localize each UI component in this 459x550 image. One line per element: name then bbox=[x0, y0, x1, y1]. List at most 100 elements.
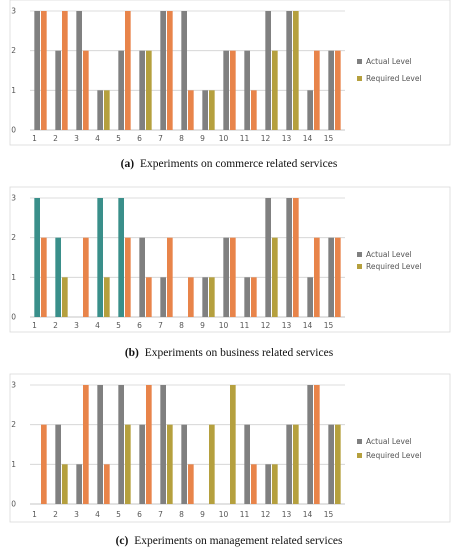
bar-required bbox=[146, 385, 152, 504]
grid-lines bbox=[30, 384, 345, 505]
bar-required bbox=[62, 11, 68, 130]
bar-required bbox=[125, 237, 131, 317]
x-tick-label: 14 bbox=[303, 134, 313, 143]
bar-required bbox=[62, 464, 68, 504]
legend-label-actual: Actual Level bbox=[366, 437, 412, 446]
x-axis-ticks: 1 2 3 4 5 6 7 8 9 10 11 12 13 14 15 bbox=[32, 321, 333, 330]
bar-actual bbox=[118, 50, 124, 130]
bar-required bbox=[293, 424, 299, 504]
legend: Actual Level Required Level bbox=[357, 437, 422, 460]
bar-required bbox=[146, 50, 152, 130]
bar-required bbox=[335, 237, 341, 317]
bar-actual bbox=[223, 50, 229, 130]
bar-actual bbox=[76, 11, 82, 130]
x-tick-label: 6 bbox=[137, 321, 142, 330]
x-tick-label: 15 bbox=[324, 321, 334, 330]
bar-required bbox=[230, 50, 236, 130]
bar-required bbox=[335, 50, 341, 130]
bar-required bbox=[41, 11, 47, 130]
x-tick-label: 15 bbox=[324, 134, 334, 143]
y-axis-ticks: 0 1 2 3 bbox=[11, 381, 16, 509]
bar-actual bbox=[139, 237, 145, 317]
caption: (a) Experiments on commerce related serv… bbox=[121, 158, 338, 170]
x-tick-label: 13 bbox=[282, 510, 292, 519]
x-tick-label: 8 bbox=[179, 134, 184, 143]
bar-required bbox=[251, 277, 257, 317]
bar-actual bbox=[307, 385, 313, 504]
bar-actual bbox=[286, 424, 292, 504]
y-tick-label: 0 bbox=[11, 126, 16, 135]
caption-label: (c) bbox=[116, 535, 129, 547]
bar-required bbox=[83, 50, 89, 130]
caption-text: Experiments on business related services bbox=[145, 347, 334, 359]
bar-required bbox=[335, 424, 341, 504]
y-tick-label: 2 bbox=[11, 46, 16, 55]
bar-required bbox=[83, 237, 89, 317]
bar-required bbox=[62, 277, 68, 317]
bar-actual bbox=[328, 237, 334, 317]
y-tick-label: 1 bbox=[11, 86, 16, 95]
bar-required bbox=[209, 90, 215, 130]
bar-actual bbox=[160, 385, 166, 504]
x-tick-label: 7 bbox=[158, 510, 163, 519]
legend: Actual Level Required Level bbox=[357, 57, 422, 83]
x-tick-label: 1 bbox=[32, 510, 37, 519]
legend-swatch-required bbox=[357, 453, 362, 458]
x-tick-label: 12 bbox=[261, 321, 271, 330]
legend-swatch-actual bbox=[357, 439, 362, 444]
bar-actual bbox=[97, 198, 103, 317]
x-tick-label: 9 bbox=[200, 321, 205, 330]
bar-actual bbox=[328, 424, 334, 504]
bar-actual bbox=[181, 11, 187, 130]
bar-actual bbox=[97, 90, 103, 130]
y-tick-label: 2 bbox=[11, 420, 16, 429]
y-tick-label: 1 bbox=[11, 460, 16, 469]
bar-required bbox=[41, 424, 47, 504]
bar-actual bbox=[307, 277, 313, 317]
bar-actual bbox=[286, 198, 292, 317]
bar-required bbox=[188, 464, 194, 504]
x-tick-label: 10 bbox=[219, 321, 229, 330]
bar-actual bbox=[286, 11, 292, 130]
bar-actual bbox=[265, 464, 271, 504]
x-tick-label: 8 bbox=[179, 321, 184, 330]
legend-swatch-required bbox=[357, 264, 362, 269]
x-tick-label: 9 bbox=[200, 134, 205, 143]
bar-actual bbox=[202, 90, 208, 130]
bars bbox=[34, 198, 341, 317]
bar-actual bbox=[244, 277, 250, 317]
bar-required bbox=[167, 237, 173, 317]
x-tick-label: 3 bbox=[74, 321, 79, 330]
y-axis-ticks: 0 1 2 3 bbox=[11, 7, 16, 135]
y-tick-label: 2 bbox=[11, 233, 16, 242]
bars bbox=[34, 11, 341, 130]
bar-required bbox=[188, 277, 194, 317]
x-tick-label: 3 bbox=[74, 134, 79, 143]
x-tick-label: 7 bbox=[158, 134, 163, 143]
bar-required bbox=[209, 424, 215, 504]
y-axis-ticks: 0 1 2 3 bbox=[11, 194, 16, 322]
bar-required bbox=[230, 385, 236, 504]
bar-actual bbox=[160, 277, 166, 317]
grid-lines bbox=[30, 10, 345, 131]
bar-actual bbox=[55, 50, 61, 130]
bar-required bbox=[314, 50, 320, 130]
x-tick-label: 4 bbox=[95, 134, 100, 143]
x-tick-label: 14 bbox=[303, 321, 313, 330]
bar-required bbox=[209, 277, 215, 317]
caption: (b) Experiments on business related serv… bbox=[125, 347, 334, 359]
bar-actual bbox=[34, 11, 40, 130]
bar-actual bbox=[76, 464, 82, 504]
bar-required bbox=[104, 464, 110, 504]
grid-lines bbox=[30, 197, 345, 318]
x-tick-label: 8 bbox=[179, 510, 184, 519]
bar-required bbox=[83, 385, 89, 504]
bar-actual bbox=[34, 198, 40, 317]
x-tick-label: 11 bbox=[240, 510, 250, 519]
bar-required bbox=[272, 237, 278, 317]
x-tick-label: 11 bbox=[240, 321, 250, 330]
